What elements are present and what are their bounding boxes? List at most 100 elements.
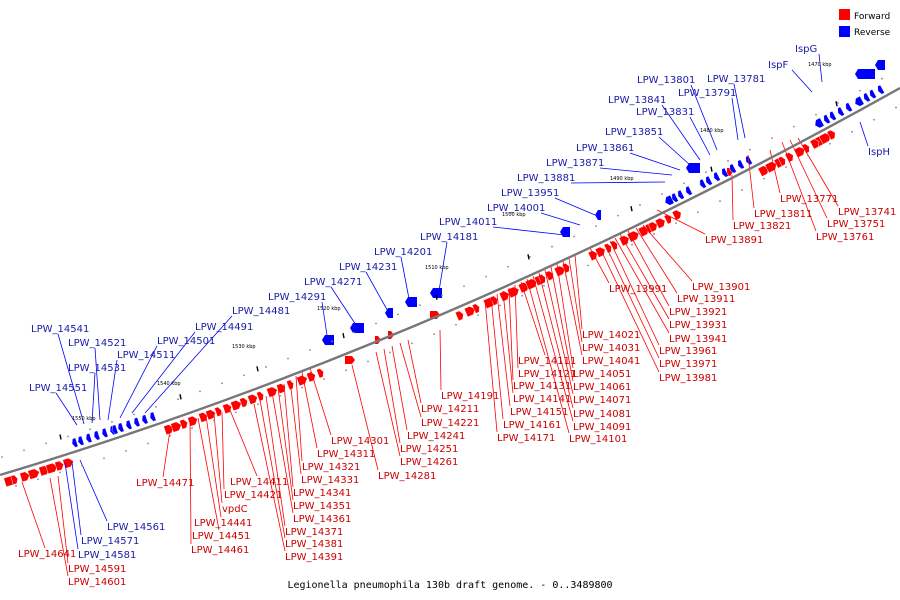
- forward-gene-feature: [654, 217, 666, 229]
- forward-gene-feature: [463, 306, 476, 318]
- reverse-gene-feature: [595, 210, 601, 220]
- forward-gene-leader-lpw-13931: [619, 233, 670, 320]
- forward-gene-feature: [45, 462, 58, 475]
- reverse-gene-feature-shape: [85, 433, 93, 444]
- reverse-gene-leader-lpw-14201: [400, 256, 411, 305]
- genome-backbone: [0, 86, 900, 477]
- forward-gene-feature: [809, 138, 820, 150]
- reverse-gene-label-lpw-13831: LPW_13831: [636, 107, 694, 118]
- forward-gene-feature-shape: [247, 394, 258, 405]
- tick-dot: [235, 411, 237, 414]
- reverse-gene-feature: [117, 422, 125, 433]
- tick-dot: [873, 118, 875, 121]
- reverse-gene-leader-lpw-13841: [661, 104, 701, 161]
- tick-dot: [169, 435, 171, 437]
- forward-gene-leader-lpw-14361: [271, 391, 294, 514]
- kbp-tick: [527, 254, 530, 260]
- tick-dot: [551, 245, 553, 248]
- forward-gene-feature-shape: [764, 161, 777, 174]
- forward-gene-feature: [214, 406, 222, 417]
- reverse-gene-label-lpw-14541: LPW_14541: [31, 324, 89, 335]
- kbp-label-1550-kbp: 1550 kbp: [72, 416, 96, 422]
- forward-gene-label-lpw-14161: LPW_14161: [503, 420, 561, 431]
- tick-dot: [543, 284, 545, 287]
- forward-gene-leader-lpw-14421: [221, 411, 225, 490]
- tick-dot: [15, 485, 17, 487]
- reverse-gene-feature: [729, 163, 737, 174]
- forward-gene-feature-shape: [553, 265, 566, 277]
- forward-gene-leader-lpw-13941: [614, 237, 670, 334]
- forward-gene-feature-shape: [454, 310, 464, 322]
- forward-gene-label-lpw-14591: LPW_14591: [68, 564, 126, 575]
- forward-gene-leader-lpw-14311: [301, 371, 318, 449]
- reverse-gene-leader-lpw-14531: [91, 372, 96, 424]
- forward-gene-label-lpw-14051: LPW_14051: [573, 369, 631, 380]
- kbp-label-1520-kbp: 1520 kbp: [317, 306, 341, 312]
- forward-gene-label-lpw-14321: LPW_14321: [302, 462, 360, 473]
- tick-dot: [367, 360, 369, 363]
- forward-gene-leader-lpw-13921: [627, 230, 670, 307]
- forward-gene-feature-shape: [62, 457, 74, 469]
- forward-gene-leader-lpw-14641: [21, 481, 46, 549]
- forward-gene-label-lpw-13811: LPW_13811: [754, 209, 812, 220]
- reverse-gene-leader-lpw-13861: [629, 152, 681, 171]
- forward-gene-leader-lpw-14241: [391, 345, 408, 431]
- forward-gene-feature: [179, 419, 188, 430]
- forward-gene-feature-shape: [239, 397, 248, 408]
- forward-gene-feature-shape: [222, 403, 232, 415]
- tick-dot: [345, 369, 347, 372]
- reverse-gene-feature-shape: [729, 163, 737, 174]
- tick-dot: [727, 160, 729, 162]
- reverse-gene-label-lpw-13791: LPW_13791: [678, 88, 736, 99]
- tick-dot: [851, 130, 853, 133]
- tick-dot: [353, 331, 355, 334]
- forward-gene-leader-lpw-14591: [57, 475, 69, 564]
- reverse-gene-feature: [71, 437, 79, 448]
- reverse-gene-feature-shape: [350, 323, 364, 333]
- reverse-gene-leader-ispf: [791, 69, 813, 93]
- forward-gene-leader-lpw-13811: [747, 154, 755, 209]
- forward-gene-feature-shape: [286, 379, 294, 391]
- forward-gene-leader-lpw-14341: [283, 383, 294, 488]
- forward-gene-leader-lpw-14461: [189, 419, 192, 545]
- tick-dot: [375, 322, 377, 325]
- forward-gene-leader-lpw-14111: [520, 281, 546, 356]
- forward-gene-label-lpw-13921: LPW_13921: [669, 307, 727, 318]
- forward-gene-leader-lpw-14121: [514, 284, 519, 369]
- tick-dot: [67, 435, 69, 438]
- forward-gene-label-lpw-14021: LPW_14021: [582, 330, 640, 341]
- forward-gene-feature: [626, 230, 640, 243]
- tick-dot: [147, 442, 149, 445]
- reverse-gene-feature-shape: [823, 114, 831, 124]
- forward-gene-feature-shape: [163, 424, 174, 436]
- reverse-gene-feature: [141, 414, 149, 425]
- forward-gene-label-lpw-13751: LPW_13751: [827, 219, 885, 230]
- forward-gene-label-lpw-14191: LPW_14191: [441, 391, 499, 402]
- forward-gene-leader-lpw-13751: [789, 139, 828, 219]
- kbp-label-1540-kbp: 1540 kbp: [157, 381, 181, 387]
- tick-dot: [507, 265, 509, 268]
- forward-gene-feature-shape: [809, 138, 820, 150]
- forward-gene-feature: [170, 421, 182, 433]
- tick-dot: [287, 357, 289, 360]
- forward-gene-feature: [19, 471, 30, 483]
- reverse-gene-leader-lpw-14571: [71, 461, 82, 536]
- legend-reverse-label: Reverse: [854, 28, 891, 38]
- forward-gene-leader-lpw-14101: [526, 278, 570, 434]
- reverse-gene-label-lpw-13881: LPW_13881: [517, 173, 575, 184]
- reverse-gene-feature: [699, 178, 707, 189]
- tick-dot: [37, 478, 39, 481]
- reverse-gene-feature: [149, 411, 157, 422]
- legend: Forward Reverse: [839, 9, 891, 38]
- forward-gene-feature: [198, 412, 208, 423]
- tick-dot: [697, 211, 699, 214]
- reverse-gene-feature: [877, 84, 885, 95]
- forward-gene-feature: [239, 397, 248, 408]
- forward-gene-label-lpw-14411: LPW_14411: [230, 477, 288, 488]
- reverse-gene-feature-shape: [875, 60, 885, 70]
- forward-gene-label-lpw-13961: LPW_13961: [659, 346, 717, 357]
- reverse-gene-feature: [671, 192, 679, 203]
